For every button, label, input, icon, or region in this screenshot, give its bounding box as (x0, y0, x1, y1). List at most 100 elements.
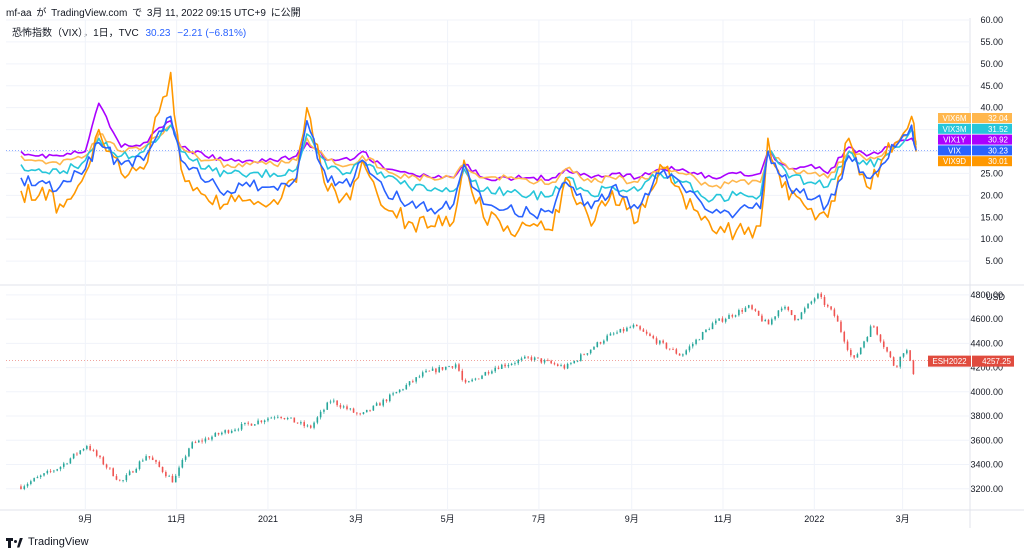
candle-body (675, 349, 678, 354)
candle-body (155, 460, 157, 462)
candle-body (520, 358, 523, 361)
candle-body (471, 379, 473, 382)
candle-body (823, 297, 826, 305)
candle-body (178, 467, 180, 476)
candle-body (810, 301, 813, 304)
candle-body (20, 486, 22, 490)
candle-body (95, 450, 98, 456)
es-label-name: ESH2022 (932, 357, 967, 366)
candle-body (583, 354, 585, 356)
candle-body (586, 353, 589, 355)
candle-body (39, 475, 42, 478)
candle-body (484, 372, 487, 376)
candle-body (425, 370, 427, 373)
publish-date: 3月 11, 2022 09:15 UTC+9 (146, 8, 266, 19)
candle-body (665, 342, 668, 349)
vix-y-tick: 25.00 (980, 168, 1003, 178)
candle-body (102, 457, 105, 465)
candle-body (421, 372, 424, 377)
candle-body (36, 477, 39, 479)
candle-body (309, 425, 312, 428)
candle-body (316, 417, 319, 423)
candle-body (184, 456, 187, 460)
last-value-label: VIX 30.23 (938, 145, 1012, 156)
candle-body (866, 336, 869, 342)
last-value-label: VIX1Y 30.92 (938, 134, 1012, 145)
candle-body (379, 403, 381, 406)
es-label-name-bg (928, 355, 971, 367)
candle-body (649, 333, 651, 336)
candle-body (398, 389, 401, 393)
candle-body (606, 335, 608, 341)
header-ga: が (36, 8, 47, 19)
candle-body (580, 354, 582, 361)
candle-body (313, 422, 315, 428)
candle-body (767, 319, 770, 325)
candle-body (441, 367, 444, 370)
candle-body (744, 307, 747, 312)
candle-body (211, 436, 213, 440)
legend-symbol[interactable]: 恐怖指数（VIX），1日，TVC (12, 28, 139, 39)
candle-body (92, 450, 95, 451)
candle-body (349, 408, 352, 410)
candle-body (168, 475, 170, 477)
candle-body (53, 470, 55, 472)
x-tick-label: 11月 (167, 514, 185, 524)
last-label-value-bg (972, 123, 1012, 134)
candle-body (784, 306, 786, 309)
vix-y-tick: 10.00 (980, 234, 1003, 244)
candle-body (165, 472, 167, 477)
candle-body (158, 461, 161, 467)
candle-body (286, 417, 289, 420)
candle-body (879, 334, 882, 342)
candle-body (72, 453, 75, 459)
candle-body (724, 318, 727, 322)
candle-body (820, 293, 823, 298)
candle-body (761, 315, 763, 322)
site-name[interactable]: TradingView.com (51, 8, 128, 19)
candle-body (128, 471, 131, 476)
last-label-name: VIX1Y (943, 136, 966, 145)
candle-body (507, 365, 510, 367)
candle-body (797, 319, 799, 320)
candle-body (372, 405, 375, 411)
candle-body (876, 326, 878, 335)
vix-y-tick: 15.00 (980, 212, 1003, 222)
candle-body (728, 315, 730, 319)
last-label-value-bg (972, 156, 1012, 167)
candle-body (418, 376, 421, 378)
candle-body (352, 408, 355, 413)
candle-body (662, 340, 664, 343)
vix-y-tick: 60.00 (980, 15, 1003, 25)
candle-body (194, 442, 197, 444)
candle-body (326, 402, 329, 410)
candle-body (771, 319, 773, 325)
candle-body (530, 357, 533, 361)
candle-body (612, 333, 615, 335)
candle-body (300, 422, 302, 424)
candle-body (369, 409, 371, 411)
candle-body (547, 360, 549, 361)
x-tick-label: 9月 (78, 514, 92, 524)
candle-body (59, 466, 62, 470)
candle-body (734, 315, 737, 317)
candle-body (751, 305, 753, 310)
author-name[interactable]: mf-aa (6, 8, 32, 19)
candle-body (698, 339, 701, 341)
candle-body (204, 438, 207, 442)
candle-body (889, 351, 892, 358)
candle-body (500, 364, 503, 369)
x-tick-label: 7月 (532, 514, 546, 524)
candle-body (524, 356, 526, 359)
last-label-name: VIX3M (942, 125, 966, 134)
candle-body (833, 309, 836, 316)
candle-body (826, 304, 829, 307)
candle-body (346, 406, 348, 410)
candle-body (721, 318, 724, 322)
candle-body (494, 367, 496, 372)
last-label-value: 32.04 (988, 114, 1009, 123)
candle-body (695, 339, 697, 344)
candle-body (481, 375, 483, 379)
candle-body (221, 432, 223, 435)
